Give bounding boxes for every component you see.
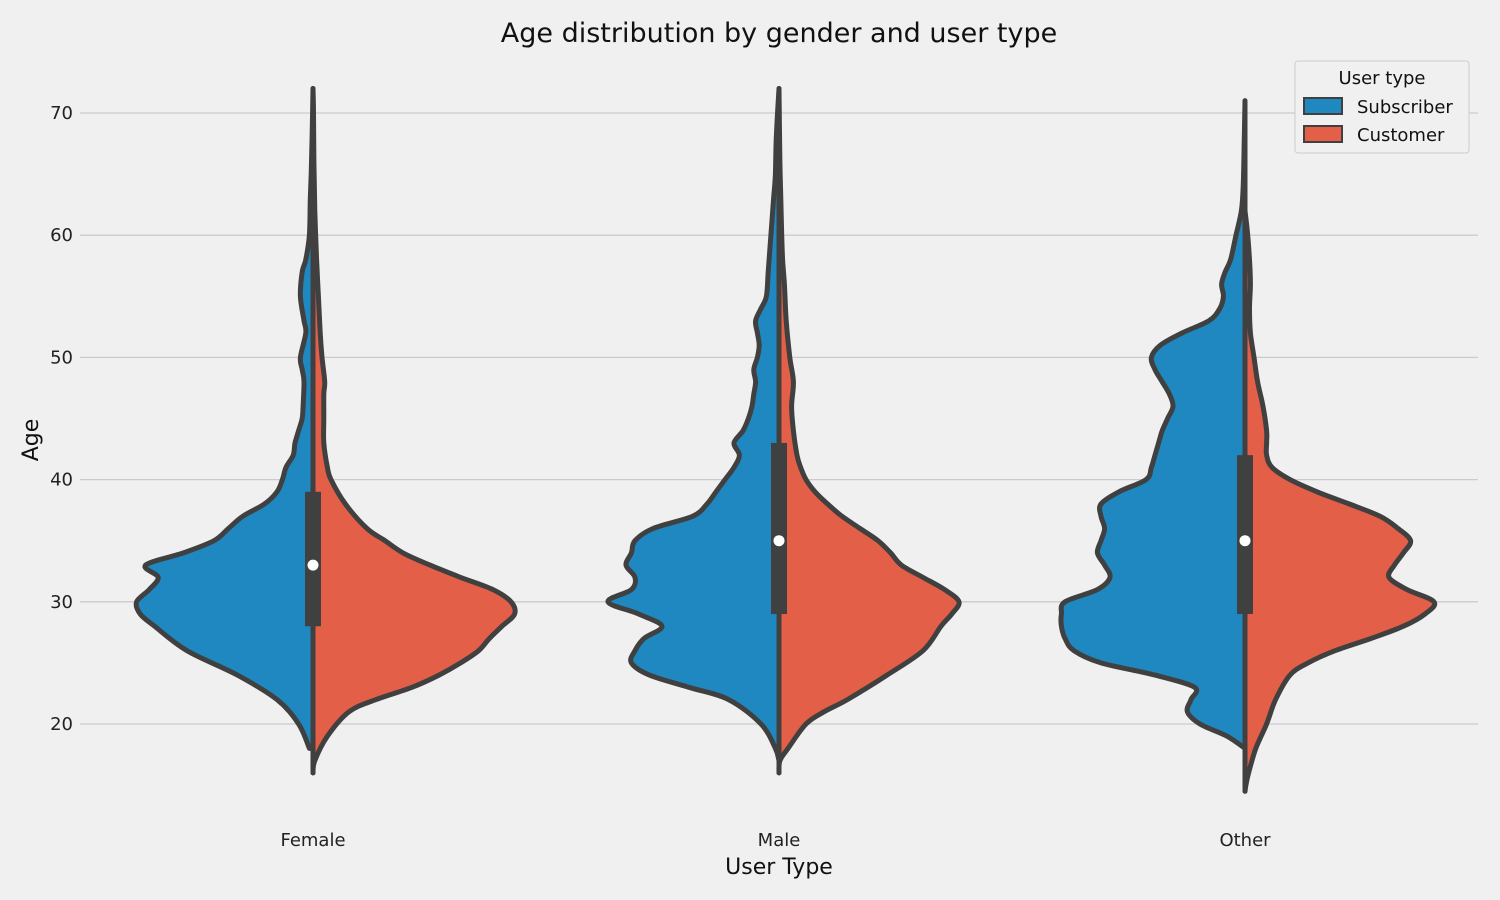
violin-male [605,86,962,776]
y-tick-label-50: 50 [50,347,73,368]
x-tick-label-male: Male [758,830,801,851]
median-point-female [307,559,319,571]
violin-female [133,86,518,776]
iqr-box-other [1237,455,1253,615]
iqr-box-female [305,491,321,627]
violin-other [1058,98,1438,794]
x-axis-label: User Type [725,855,833,880]
y-tick-labels: 20 30 40 50 60 70 [50,103,73,735]
y-tick-label-40: 40 [50,470,73,491]
violin-half-female-customer [310,86,518,776]
violin-half-male-customer [776,86,962,776]
iqr-box-male [771,442,787,615]
legend: User type Subscriber Customer [1294,60,1470,154]
x-tick-label-other: Other [1219,830,1271,851]
violin-half-other-subscriber [1058,98,1248,751]
violin-half-female-subscriber [133,86,316,751]
legend-label-customer: Customer [1357,125,1445,146]
y-tick-label-20: 20 [50,714,73,735]
median-point-other [1239,535,1251,547]
median-point-male [773,535,785,547]
x-tick-labels: Female Male Other [280,830,1271,851]
x-tick-label-female: Female [280,830,345,851]
legend-label-subscriber: Subscriber [1357,97,1453,118]
y-axis-label: Age [19,419,44,462]
legend-title: User type [1339,68,1426,89]
y-tick-label-60: 60 [50,225,73,246]
legend-swatch-customer [1303,125,1343,143]
y-tick-label-70: 70 [50,103,73,124]
y-tick-label-30: 30 [50,592,73,613]
violin-half-other-customer [1242,208,1438,794]
violin-half-male-subscriber [605,86,782,764]
legend-swatch-subscriber [1303,97,1343,115]
violins [133,86,1438,794]
chart-title: Age distribution by gender and user type [501,18,1057,49]
